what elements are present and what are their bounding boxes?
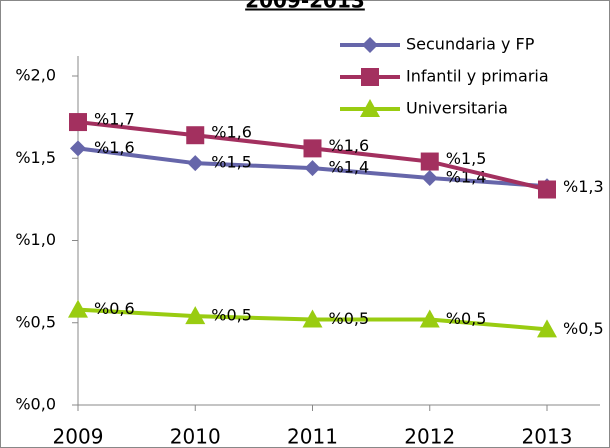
- data-label: %0,5: [329, 309, 370, 328]
- legend-label: Infantil y primaria: [406, 67, 549, 86]
- x-tick-label: 2012: [404, 425, 455, 448]
- data-label: %0,6: [94, 299, 135, 318]
- data-label: %1,7: [94, 110, 135, 129]
- data-label: %1,6: [329, 136, 370, 155]
- data-label: %0,5: [446, 309, 487, 328]
- marker: [419, 309, 440, 328]
- marker: [538, 180, 556, 199]
- marker: [304, 160, 321, 177]
- chart-title: 2009-2013: [245, 0, 365, 13]
- data-label: %1,6: [211, 123, 252, 142]
- x-tick-label: 2010: [170, 425, 221, 448]
- marker: [186, 126, 205, 145]
- data-label: %0,5: [563, 319, 604, 338]
- data-label: %1,6: [94, 138, 135, 157]
- marker: [302, 309, 323, 328]
- marker: [187, 155, 204, 172]
- marker: [537, 319, 557, 338]
- x-tick-label: 2011: [287, 425, 338, 448]
- marker: [420, 152, 439, 171]
- marker: [68, 299, 88, 318]
- marker: [69, 113, 87, 132]
- legend-label: Secundaria y FP: [406, 35, 535, 54]
- marker: [70, 140, 86, 157]
- data-label: %1,5: [211, 153, 252, 172]
- y-tick-label: %0,0: [15, 395, 56, 414]
- data-label: %0,5: [211, 306, 252, 325]
- y-tick-label: %0,5: [15, 312, 56, 331]
- data-label: %1,5: [446, 149, 487, 168]
- data-label: %1,3: [563, 177, 604, 196]
- marker: [361, 68, 379, 86]
- marker: [421, 169, 438, 186]
- marker: [362, 37, 378, 53]
- x-tick-label: 2009: [53, 425, 104, 448]
- marker: [185, 306, 206, 325]
- data-label: %1,4: [329, 158, 370, 177]
- y-tick-label: %2,0: [15, 66, 56, 85]
- marker: [360, 99, 380, 117]
- marker: [303, 139, 322, 158]
- y-tick-label: %1,0: [15, 230, 56, 249]
- x-tick-label: 2013: [522, 425, 573, 448]
- y-tick-label: %1,5: [15, 148, 56, 167]
- legend-label: Universitaria: [406, 99, 508, 118]
